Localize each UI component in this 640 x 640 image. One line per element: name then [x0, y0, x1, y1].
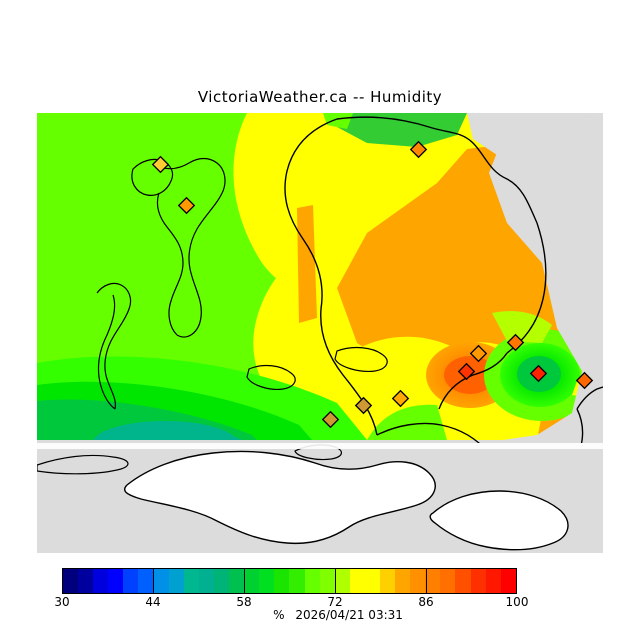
- lower-island-east: [429, 490, 569, 551]
- coastline-southeast-bay: [438, 352, 508, 410]
- station-marker[interactable]: [354, 396, 373, 415]
- colorbar-swatch-29: [500, 569, 516, 593]
- colorbar-swatch-22: [395, 569, 411, 593]
- colorbar-swatch-27: [470, 569, 486, 593]
- station-marker[interactable]: [177, 196, 196, 215]
- colorbar-label-58: 58: [236, 595, 252, 609]
- fill-yellowgreen-band: [492, 311, 552, 343]
- station-marker[interactable]: [469, 344, 488, 363]
- colorbar-swatch-28: [485, 569, 501, 593]
- colorbar-strip[interactable]: [62, 568, 517, 594]
- station-marker[interactable]: [151, 155, 170, 174]
- colorbar-swatch-18: [334, 569, 350, 593]
- river-outline-nw-2: [156, 192, 184, 336]
- colorbar-swatch-7: [168, 569, 184, 593]
- station-marker[interactable]: [409, 140, 428, 159]
- coastline-central-east: [320, 308, 378, 436]
- colorbar-swatch-16: [304, 569, 320, 593]
- colorbar-swatch-23: [410, 569, 426, 593]
- colorbar-swatch-17: [319, 569, 335, 593]
- coastline-east-tip: [576, 386, 603, 410]
- colorbar-swatch-10: [213, 569, 230, 593]
- colorbar-swatch-21: [379, 569, 396, 593]
- station-marker[interactable]: [506, 333, 525, 352]
- small-island-southcentral: [334, 346, 388, 372]
- coastline-overlay: [37, 113, 603, 553]
- colorbar-footer: % 2026/04/21 03:31: [0, 608, 640, 622]
- colorbar-swatch-12: [244, 569, 260, 593]
- units-label: %: [273, 608, 285, 622]
- colorbar-swatch-11: [229, 569, 245, 593]
- coastline-north-inner: [284, 118, 338, 310]
- colorbar-label-72: 72: [327, 595, 343, 609]
- fill-orange-strip: [297, 205, 317, 323]
- island-outline-west-2: [97, 294, 116, 410]
- colorbar-tick-labels: 30 44 58 72 86 100: [54, 595, 528, 611]
- colorbar-tick-72: [335, 568, 336, 594]
- sea-grey-topright: [467, 113, 603, 159]
- colorbar-swatch-1: [78, 569, 94, 593]
- colorbar-tick-58: [244, 568, 245, 594]
- page-title: VictoriaWeather.ca -- Humidity: [197, 88, 443, 106]
- station-marker[interactable]: [457, 362, 476, 381]
- map-frame: [37, 113, 603, 553]
- station-marker[interactable]: [575, 371, 594, 390]
- colorbar-label-44: 44: [145, 595, 161, 609]
- colorbar: 30 44 58 72 86 100: [54, 568, 528, 609]
- colorbar-swatch-3: [108, 569, 124, 593]
- colorbar-label-100: 100: [505, 595, 529, 609]
- domain-bottom-edge: [37, 443, 603, 449]
- lower-west-shore: [37, 454, 129, 475]
- inlet-outline-nw: [131, 158, 174, 196]
- colorbar-label-86: 86: [418, 595, 434, 609]
- island-outline-west: [96, 282, 132, 410]
- colorbar-swatch-20: [364, 569, 380, 593]
- fill-teal-pocket: [93, 421, 237, 440]
- colorbar-swatch-15: [289, 569, 305, 593]
- colorbar-swatch-14: [274, 569, 290, 593]
- fill-green-top: [337, 113, 467, 147]
- colorbar-swatch-13: [259, 569, 275, 593]
- timestamp-label: 2026/04/21 03:31: [295, 608, 403, 622]
- colorbar-swatch-25: [440, 569, 456, 593]
- river-outline-nw: [154, 157, 226, 338]
- coastline-northeast: [336, 116, 538, 224]
- colorbar-swatch-2: [93, 569, 109, 593]
- colorbar-swatch-19: [349, 569, 365, 593]
- colorbar-swatch-26: [455, 569, 471, 593]
- colorbar-swatch-4: [123, 569, 139, 593]
- fill-greenlight-top: [323, 113, 353, 129]
- station-marker[interactable]: [321, 410, 340, 429]
- colorbar-swatch-9: [198, 569, 214, 593]
- station-marker-layer: [151, 140, 594, 429]
- colorbar-swatch-0: [63, 569, 79, 593]
- colorbar-swatch-24: [425, 569, 441, 593]
- small-island-south: [246, 364, 296, 390]
- colorbar-label-30: 30: [54, 595, 70, 609]
- lower-island-west: [124, 450, 436, 545]
- colorbar-swatch-8: [183, 569, 199, 593]
- colorbar-swatch-6: [153, 569, 169, 593]
- station-marker[interactable]: [391, 389, 410, 408]
- colorbar-tick-44: [153, 568, 154, 594]
- station-marker[interactable]: [529, 364, 548, 383]
- colorbar-tick-86: [426, 568, 427, 594]
- colorbar-swatch-5: [138, 569, 154, 593]
